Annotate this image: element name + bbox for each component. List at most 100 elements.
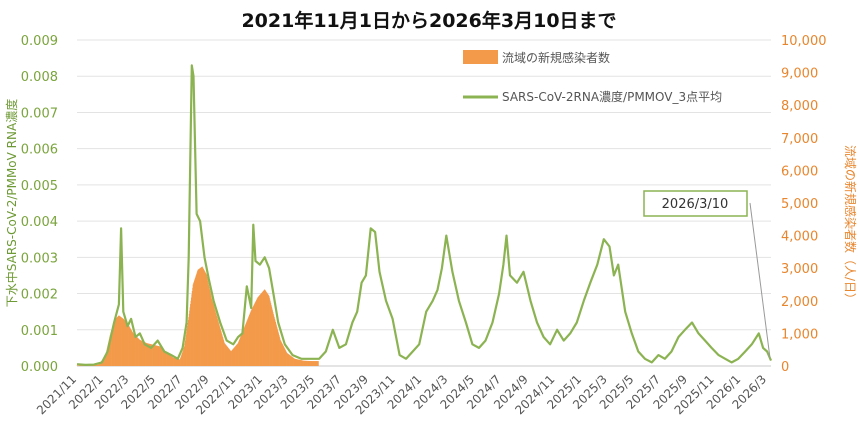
bar [180, 358, 181, 366]
bar [246, 321, 248, 366]
bar [314, 361, 316, 366]
bar [132, 333, 134, 366]
bar [204, 270, 205, 366]
bar [211, 297, 212, 366]
bar [245, 322, 247, 366]
bar [238, 339, 240, 366]
bar [173, 358, 175, 366]
bar [152, 344, 153, 366]
bar [280, 340, 282, 366]
bar [137, 338, 139, 366]
bar [111, 328, 113, 366]
bar [134, 335, 136, 366]
right-tick-label: 5,000 [781, 197, 818, 212]
bar [138, 339, 140, 366]
bar [206, 274, 208, 366]
bar [288, 354, 290, 366]
bar [129, 327, 131, 366]
bar [141, 340, 142, 366]
bar [170, 355, 171, 366]
bar [191, 294, 193, 366]
bar [260, 293, 262, 366]
bar [108, 342, 109, 366]
left-tick-label: 0.001 [21, 324, 58, 339]
bar [233, 348, 235, 366]
bar [120, 316, 122, 366]
bar [124, 320, 125, 366]
bar [153, 345, 155, 366]
bar [109, 336, 111, 366]
bar [303, 360, 304, 366]
bar [161, 348, 163, 366]
bar [197, 269, 199, 366]
bar [184, 343, 186, 366]
bar [275, 321, 276, 366]
bar [289, 354, 290, 366]
bar [259, 294, 261, 366]
bar [154, 345, 156, 366]
bar [231, 350, 233, 366]
bar [186, 331, 187, 366]
bar [215, 314, 217, 366]
bar [118, 315, 120, 366]
bar [257, 297, 259, 366]
bar [187, 320, 189, 366]
bar [250, 310, 252, 366]
bar [139, 340, 141, 366]
bar [235, 346, 236, 366]
bar [125, 321, 126, 366]
bar [262, 291, 263, 366]
bar [135, 335, 136, 366]
bar [199, 268, 201, 366]
bar [123, 319, 125, 366]
bar [104, 357, 105, 366]
bar [232, 348, 234, 366]
bar [221, 335, 223, 366]
bar [146, 343, 148, 366]
bar [164, 351, 166, 366]
bar [256, 298, 258, 366]
bar [166, 352, 167, 366]
bar [316, 361, 318, 366]
bar [283, 346, 284, 366]
bar [290, 356, 292, 366]
bar [204, 271, 206, 366]
bar [239, 338, 241, 366]
bar [154, 345, 156, 366]
bar [123, 319, 125, 366]
bar [293, 357, 294, 366]
bar [254, 302, 256, 366]
bar [135, 336, 137, 366]
bar [283, 346, 285, 366]
bar [225, 345, 227, 366]
bar [107, 346, 108, 366]
right-tick-label: 1,000 [781, 327, 818, 342]
bar [200, 267, 202, 366]
bar [255, 301, 257, 366]
bar [304, 360, 306, 366]
bar [189, 310, 191, 366]
bar [107, 344, 109, 366]
bar [214, 311, 216, 366]
bar [149, 343, 150, 366]
left-tick-label: 0.002 [21, 288, 58, 303]
bar [270, 303, 272, 366]
bar [176, 358, 178, 366]
bar [261, 292, 263, 366]
bar [252, 306, 254, 366]
bar [262, 291, 264, 366]
bar [263, 289, 265, 366]
bar [269, 299, 271, 366]
bar [282, 344, 283, 366]
bar [109, 335, 111, 366]
bar [116, 317, 118, 366]
bar [243, 327, 245, 366]
bar [286, 352, 288, 366]
bar [255, 300, 257, 366]
bar [238, 342, 239, 366]
bar [317, 361, 319, 366]
bar [194, 280, 195, 366]
bar [223, 341, 225, 366]
bar [190, 297, 192, 366]
